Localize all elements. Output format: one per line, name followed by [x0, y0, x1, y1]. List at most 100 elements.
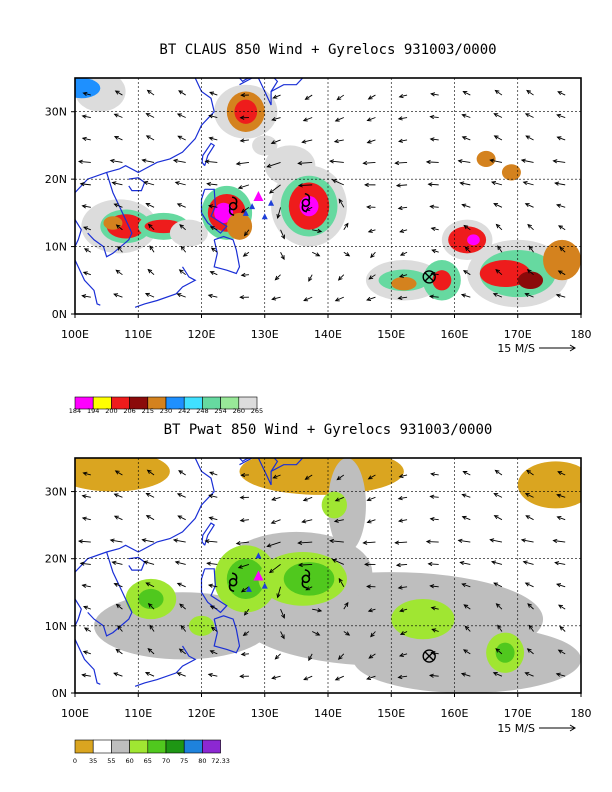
colorbar-swatch: [92, 739, 112, 754]
wind-vector: [431, 93, 439, 96]
wind-vector: [400, 631, 408, 635]
wind-arrowhead: [334, 297, 340, 302]
wind-arrowhead: [242, 631, 248, 637]
wind-arrowhead: [367, 608, 373, 613]
wind-arrowhead: [524, 203, 530, 208]
wind-vector: [209, 115, 218, 118]
wind-vector: [335, 675, 344, 681]
wind-vector: [149, 625, 155, 632]
wind-arrowhead: [82, 650, 88, 655]
wind-vector: [527, 648, 534, 655]
colorbar-label: 35: [89, 757, 97, 765]
wind-arrowhead: [429, 204, 435, 209]
wind-vector: [238, 563, 250, 569]
wind-arrowhead: [460, 293, 466, 298]
wind-arrowhead: [457, 159, 463, 164]
wind-vector: [115, 90, 123, 96]
wind-arrowhead: [208, 136, 214, 141]
wind-vector: [368, 94, 376, 100]
wind-arrowhead: [525, 135, 531, 140]
wind-arrowhead: [526, 269, 532, 274]
wind-arrowhead: [315, 631, 321, 636]
wind-vector: [494, 515, 503, 521]
wind-vector: [115, 649, 123, 655]
wind-vector: [177, 582, 186, 588]
wind-vector: [142, 159, 155, 163]
wind-arrowhead: [526, 648, 532, 653]
wind-vector: [277, 207, 281, 219]
wind-vector: [175, 181, 186, 186]
wind-arrowhead: [204, 159, 210, 164]
wind-arrowhead: [489, 538, 495, 543]
wind-arrowhead: [427, 182, 433, 187]
colorbar-swatch: [165, 739, 185, 754]
wind-arrowhead: [82, 271, 88, 276]
wind-arrowhead: [146, 469, 152, 475]
wind-arrowhead: [493, 203, 499, 207]
wind-vector: [273, 94, 281, 99]
wind-arrowhead: [497, 624, 502, 630]
wind-arrowhead: [427, 561, 433, 567]
wind-arrowhead: [176, 672, 182, 677]
wind-arrowhead: [495, 268, 501, 274]
wind-arrowhead: [81, 673, 87, 678]
gyre-triangle-marker: [245, 585, 252, 592]
coastline: [134, 266, 197, 308]
wind-vector: [209, 91, 218, 96]
wind-vector: [430, 495, 439, 498]
gyre-triangle-marker: [268, 199, 275, 206]
wind-vector: [490, 159, 503, 163]
wind-arrowhead: [297, 562, 303, 568]
x-tick-label: 160E: [441, 328, 469, 341]
wind-vector: [82, 674, 91, 677]
x-tick-label: 110E: [124, 328, 152, 341]
wind-vector: [84, 248, 92, 253]
coastline: [239, 458, 304, 486]
wind-arrowhead: [464, 625, 470, 631]
shade-region: [169, 219, 208, 247]
wind-arrowhead: [555, 672, 561, 677]
colorbar-label: 184: [69, 407, 81, 415]
wind-arrowhead: [497, 245, 502, 251]
shade-region: [391, 276, 417, 291]
wind-vector: [495, 90, 503, 96]
typhoon-symbol: [301, 192, 311, 213]
wind-vector: [303, 117, 313, 122]
wind-vector: [463, 91, 471, 96]
wind-vector: [210, 605, 218, 610]
wind-arrowhead: [113, 293, 119, 298]
wind-arrowhead: [493, 113, 499, 118]
wind-vector: [525, 113, 534, 118]
wind-arrowhead: [524, 493, 530, 498]
wind-arrowhead: [398, 273, 404, 278]
wind-vector: [460, 182, 471, 186]
wind-vector: [110, 160, 123, 163]
wind-vector: [556, 583, 566, 588]
wind-vector: [399, 229, 408, 233]
wind-arrowhead: [463, 224, 469, 230]
wind-arrowhead: [556, 583, 562, 588]
wind-arrowhead: [172, 158, 178, 164]
colorbar-label: 70: [162, 757, 170, 765]
wind-arrowhead: [209, 605, 215, 610]
wind-vector: [298, 563, 313, 566]
wind-arrowhead: [431, 628, 437, 633]
wind-arrowhead: [81, 516, 87, 521]
wind-arrowhead: [109, 538, 115, 543]
wind-arrowhead: [178, 648, 184, 653]
colorbar-label: 72.33: [211, 757, 230, 765]
wind-vector: [244, 608, 250, 616]
wind-vector: [559, 246, 566, 253]
wind-arrowhead: [208, 516, 214, 521]
wind-arrowhead: [206, 561, 212, 566]
wind-vector: [334, 139, 344, 143]
wind-vector: [525, 203, 534, 208]
y-tick-label: 30N: [45, 106, 67, 119]
wind-arrowhead: [461, 113, 467, 118]
colorbar-label: 194: [87, 407, 99, 415]
wind-vector: [303, 296, 313, 301]
wind-vector: [557, 471, 566, 476]
wind-arrowhead: [556, 493, 562, 498]
wind-arrowhead: [366, 497, 372, 502]
